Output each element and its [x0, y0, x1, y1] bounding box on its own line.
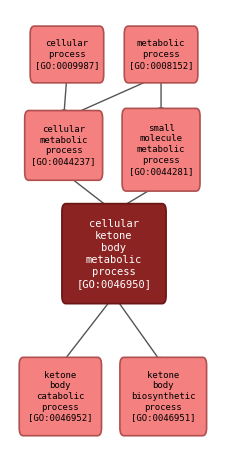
FancyBboxPatch shape — [62, 204, 165, 304]
FancyBboxPatch shape — [19, 357, 101, 436]
Text: cellular
ketone
body
metabolic
process
[GO:0046950]: cellular ketone body metabolic process [… — [76, 219, 151, 289]
FancyBboxPatch shape — [119, 357, 206, 436]
Text: ketone
body
biosynthetic
process
[GO:0046951]: ketone body biosynthetic process [GO:004… — [131, 371, 195, 423]
FancyBboxPatch shape — [122, 108, 199, 191]
Text: cellular
metabolic
process
[GO:0044237]: cellular metabolic process [GO:0044237] — [31, 125, 96, 166]
Text: small
molecule
metabolic
process
[GO:0044281]: small molecule metabolic process [GO:004… — [128, 124, 192, 176]
Text: ketone
body
catabolic
process
[GO:0046952]: ketone body catabolic process [GO:004695… — [28, 371, 92, 423]
Text: metabolic
process
[GO:0008152]: metabolic process [GO:0008152] — [128, 39, 192, 70]
FancyBboxPatch shape — [124, 26, 197, 83]
FancyBboxPatch shape — [30, 26, 103, 83]
FancyBboxPatch shape — [25, 110, 102, 180]
Text: cellular
process
[GO:0009987]: cellular process [GO:0009987] — [35, 39, 99, 70]
